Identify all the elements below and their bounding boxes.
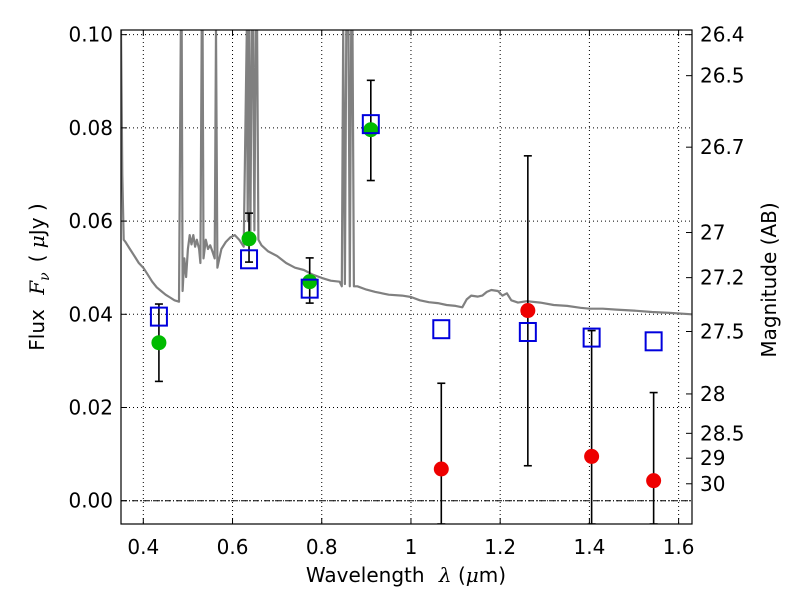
spectrum-line [121, 30, 692, 316]
model-point [300, 278, 319, 299]
data-markers [149, 114, 663, 489]
x-tick-label: 1 [405, 535, 418, 559]
y2-tick-label: 26.5 [700, 64, 745, 88]
model-spectrum [121, 30, 692, 316]
y2-tick-label: 26.4 [700, 23, 745, 47]
y2-tick-label: 30 [700, 472, 725, 496]
data-point [520, 303, 536, 319]
x-tick-label: 1.6 [663, 535, 695, 559]
data-point [433, 461, 449, 477]
y2-tick-label: 27.2 [700, 266, 745, 290]
y2-tick-label: 27 [700, 221, 725, 245]
y-tick-label: 0.10 [68, 23, 113, 47]
data-point [646, 473, 662, 489]
y-tick-label: 0.02 [68, 395, 113, 419]
y2-axis-label: Magnitude (AB) [757, 202, 781, 357]
x-tick-label: 0.8 [306, 535, 338, 559]
data-point [302, 274, 318, 290]
model-point [361, 114, 380, 135]
x-tick-label: 1.2 [484, 535, 516, 559]
y2-tick-label: 28.5 [700, 421, 745, 445]
y2-tick-label: 27.5 [700, 319, 745, 343]
x-tick-label: 0.4 [127, 535, 159, 559]
model-point [432, 319, 451, 340]
data-point [584, 448, 600, 464]
model-point [149, 306, 168, 327]
y-tick-label: 0.00 [68, 489, 113, 513]
plot-frame [120, 29, 693, 525]
x-tick-label: 1.4 [573, 535, 605, 559]
y-tick-label: 0.08 [68, 116, 113, 140]
y-tick-label: 0.06 [68, 209, 113, 233]
x-axis-label: Wavelength λ (μm) [306, 563, 506, 587]
error-bars [154, 79, 658, 524]
y-tick-label: 0.04 [68, 302, 113, 326]
model-point [582, 327, 601, 348]
data-point [151, 335, 167, 351]
y2-tick-label: 26.7 [700, 135, 745, 159]
y-tick-labels: 0.00 0.02 0.04 0.06 0.08 0.10 [68, 23, 113, 513]
x-tick-label: 0.6 [217, 535, 249, 559]
model-point [518, 321, 537, 342]
data-point [241, 231, 257, 247]
axis-ticks [121, 30, 692, 524]
model-point [240, 249, 259, 270]
y2-tick-label: 28 [700, 382, 725, 406]
data-point [363, 122, 379, 138]
y-axis-label: Flux Fν( μJy ) [25, 203, 53, 350]
y2-tick-label: 29 [700, 446, 725, 470]
plot-area [121, 30, 692, 524]
x-tick-labels: 0.4 0.6 0.8 1 1.2 1.4 1.6 [127, 535, 694, 559]
model-point [644, 331, 663, 352]
